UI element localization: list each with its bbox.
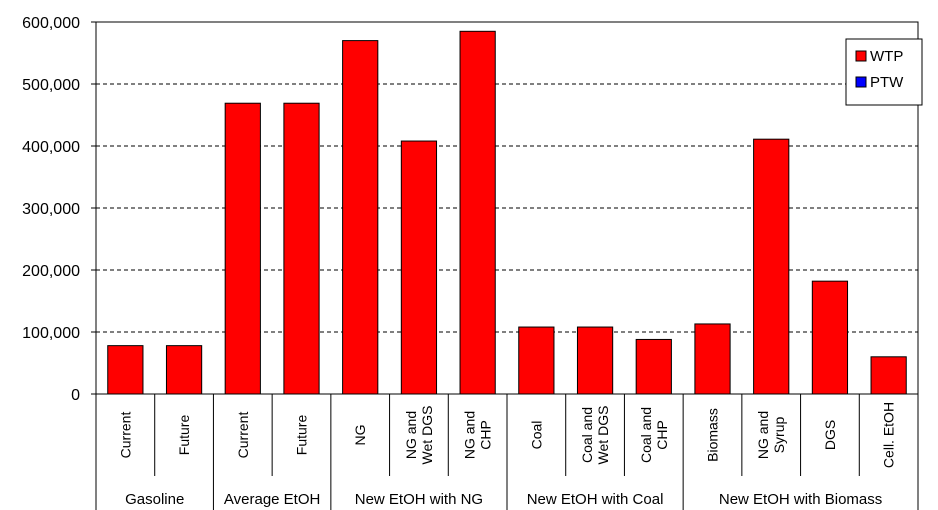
group-label: New EtOH with Coal bbox=[527, 491, 664, 508]
category-label-line: DGS bbox=[822, 420, 838, 450]
category-label: NG andWet DGS bbox=[403, 406, 435, 465]
legend-label-wtp: WTP bbox=[870, 48, 903, 65]
category-label: NG andSyrup bbox=[755, 411, 787, 459]
y-tick-label: 500,000 bbox=[22, 77, 80, 94]
legend: WTP PTW bbox=[845, 38, 923, 106]
bar-wtp bbox=[811, 280, 849, 395]
category-label: NG bbox=[352, 425, 368, 446]
legend-label-ptw: PTW bbox=[870, 74, 904, 91]
plot-area bbox=[95, 21, 919, 395]
x-axis: Current Future Current Future NG NG andWet DG… bbox=[95, 394, 919, 510]
category-label: Cell. EtOH bbox=[881, 402, 897, 468]
y-tick-label: 600,000 bbox=[22, 15, 80, 32]
bars bbox=[107, 30, 907, 395]
category-label-line: Coal bbox=[528, 421, 544, 450]
bar-wtp bbox=[283, 102, 320, 395]
category-label-line: Future bbox=[176, 415, 192, 456]
y-axis: 0 100,000 200,000 300,000 400,000 500,000 600,… bbox=[22, 15, 96, 404]
group-label: New EtOH with Biomass bbox=[719, 491, 882, 508]
bar-wtp bbox=[459, 30, 496, 395]
group-label: Average EtOH bbox=[224, 491, 320, 508]
category-label: DGS bbox=[822, 420, 838, 450]
legend-swatch-ptw bbox=[855, 76, 867, 88]
category-label-line: Wet DGS bbox=[595, 406, 611, 465]
category-label-line: Cell. EtOH bbox=[881, 402, 897, 468]
category-label: Future bbox=[176, 415, 192, 456]
bar-wtp bbox=[107, 345, 144, 395]
category-label-line: Syrup bbox=[771, 417, 787, 454]
legend-swatch-wtp bbox=[855, 50, 867, 62]
bar-wtp bbox=[753, 138, 790, 395]
bar-wtp bbox=[518, 326, 555, 395]
category-label-line: Biomass bbox=[705, 408, 721, 462]
category-label: Future bbox=[294, 415, 310, 456]
gridlines bbox=[95, 21, 919, 395]
category-label: Coal bbox=[528, 421, 544, 450]
bar-wtp bbox=[576, 326, 614, 395]
y-tick-label: 300,000 bbox=[22, 201, 80, 218]
y-tick-label: 0 bbox=[71, 387, 80, 404]
bar-wtp bbox=[165, 345, 203, 395]
bar-wtp bbox=[635, 338, 672, 395]
category-label-line: NG bbox=[352, 425, 368, 446]
group-label: New EtOH with NG bbox=[355, 491, 483, 508]
category-label-line: NG and bbox=[403, 411, 419, 459]
category-label: Current bbox=[117, 412, 133, 459]
category-label-line: CHP bbox=[478, 420, 494, 450]
group-label: Gasoline bbox=[125, 491, 184, 508]
bar-wtp bbox=[400, 140, 438, 395]
bar-wtp bbox=[870, 356, 907, 395]
category-label: Coal andWet DGS bbox=[579, 406, 611, 465]
category-label: NG andCHP bbox=[462, 411, 494, 459]
y-tick-label: 100,000 bbox=[22, 325, 80, 342]
category-label-line: Future bbox=[294, 415, 310, 456]
category-label-line: Coal and bbox=[638, 407, 654, 463]
category-label: Biomass bbox=[705, 408, 721, 462]
y-tick-label: 200,000 bbox=[22, 263, 80, 280]
category-label-line: Current bbox=[117, 412, 133, 459]
y-tick-label: 400,000 bbox=[22, 139, 80, 156]
category-label-line: NG and bbox=[462, 411, 478, 459]
category-label-line: CHP bbox=[654, 420, 670, 450]
category-label-line: Wet DGS bbox=[419, 406, 435, 465]
category-label-line: NG and bbox=[755, 411, 771, 459]
legend-box bbox=[845, 38, 923, 106]
category-label-line: Coal and bbox=[579, 407, 595, 463]
bar-wtp bbox=[694, 323, 731, 395]
category-label: Current bbox=[235, 412, 251, 459]
bar-wtp bbox=[224, 102, 261, 395]
bar-wtp bbox=[342, 40, 379, 395]
category-label: Coal andCHP bbox=[638, 407, 670, 463]
category-label-line: Current bbox=[235, 412, 251, 459]
